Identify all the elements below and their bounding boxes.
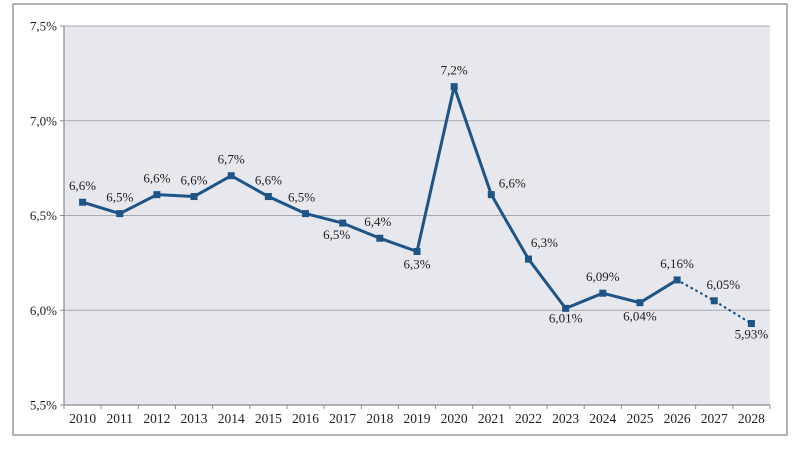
y-axis-label: 5,5% <box>30 398 57 413</box>
x-axis-label: 2025 <box>626 411 653 426</box>
y-axis-label: 7,0% <box>30 113 57 128</box>
data-point-marker <box>487 191 495 199</box>
data-point-label: 6,6% <box>69 178 96 193</box>
x-axis-label: 2024 <box>589 411 616 426</box>
x-axis-label: 2026 <box>664 411 691 426</box>
x-axis-label: 2015 <box>255 411 282 426</box>
data-point-marker <box>524 255 532 263</box>
data-point-label: 6,7% <box>218 152 245 167</box>
data-point-marker <box>264 193 272 201</box>
data-point-label: 6,04% <box>623 309 657 324</box>
data-point-label: 6,5% <box>288 190 315 205</box>
data-point-label: 6,6% <box>181 173 208 188</box>
data-point-marker <box>227 172 235 180</box>
data-point-label: 6,09% <box>586 269 620 284</box>
data-point-label: 6,01% <box>549 310 583 325</box>
x-axis-label: 2013 <box>181 411 208 426</box>
x-axis-label: 2017 <box>329 411 356 426</box>
data-point-label: 6,05% <box>706 277 740 292</box>
x-axis-label: 2021 <box>478 411 505 426</box>
x-axis-label: 2016 <box>292 411 319 426</box>
data-point-marker <box>413 248 421 256</box>
x-axis-label: 2022 <box>515 411 542 426</box>
data-point-label: 6,5% <box>106 190 133 205</box>
data-point-marker <box>599 289 607 297</box>
data-point-marker <box>153 191 161 199</box>
y-axis-label: 6,5% <box>30 208 57 223</box>
data-point-marker <box>302 210 310 218</box>
x-axis-label: 2023 <box>552 411 579 426</box>
y-axis-label: 6,0% <box>30 303 57 318</box>
x-axis-label: 2014 <box>218 411 245 426</box>
data-point-marker <box>116 210 124 218</box>
data-point-label: 6,6% <box>499 176 526 191</box>
data-point-marker <box>710 297 718 305</box>
data-point-label: 6,16% <box>660 256 694 271</box>
data-point-label: 7,2% <box>441 63 468 78</box>
data-point-marker <box>339 219 347 227</box>
x-axis-label: 2018 <box>366 411 393 426</box>
data-point-label: 6,6% <box>143 171 170 186</box>
x-axis-label: 2028 <box>738 411 765 426</box>
x-axis-label: 2019 <box>404 411 431 426</box>
data-point-label: 6,6% <box>255 173 282 188</box>
data-point-label: 6,4% <box>364 214 391 229</box>
data-point-label: 6,3% <box>403 257 430 272</box>
series-line-projected <box>675 278 753 325</box>
x-axis-label: 2020 <box>441 411 468 426</box>
data-point-marker <box>673 276 681 284</box>
x-axis-label: 2027 <box>701 411 728 426</box>
data-point-marker <box>376 234 384 242</box>
data-point-marker <box>190 193 198 201</box>
data-point-marker <box>747 320 755 328</box>
data-point-label: 6,3% <box>531 235 558 250</box>
x-axis-label: 2011 <box>106 411 133 426</box>
y-axis-label: 7,5% <box>30 19 57 34</box>
data-point-marker <box>450 83 458 91</box>
data-point-label: 6,5% <box>323 227 350 242</box>
data-point-marker <box>562 304 570 312</box>
data-point-marker <box>79 198 87 206</box>
data-point-label: 5,93% <box>735 327 769 342</box>
x-axis-label: 2012 <box>143 411 170 426</box>
x-axis-label: 2010 <box>69 411 96 426</box>
data-point-marker <box>636 299 644 307</box>
